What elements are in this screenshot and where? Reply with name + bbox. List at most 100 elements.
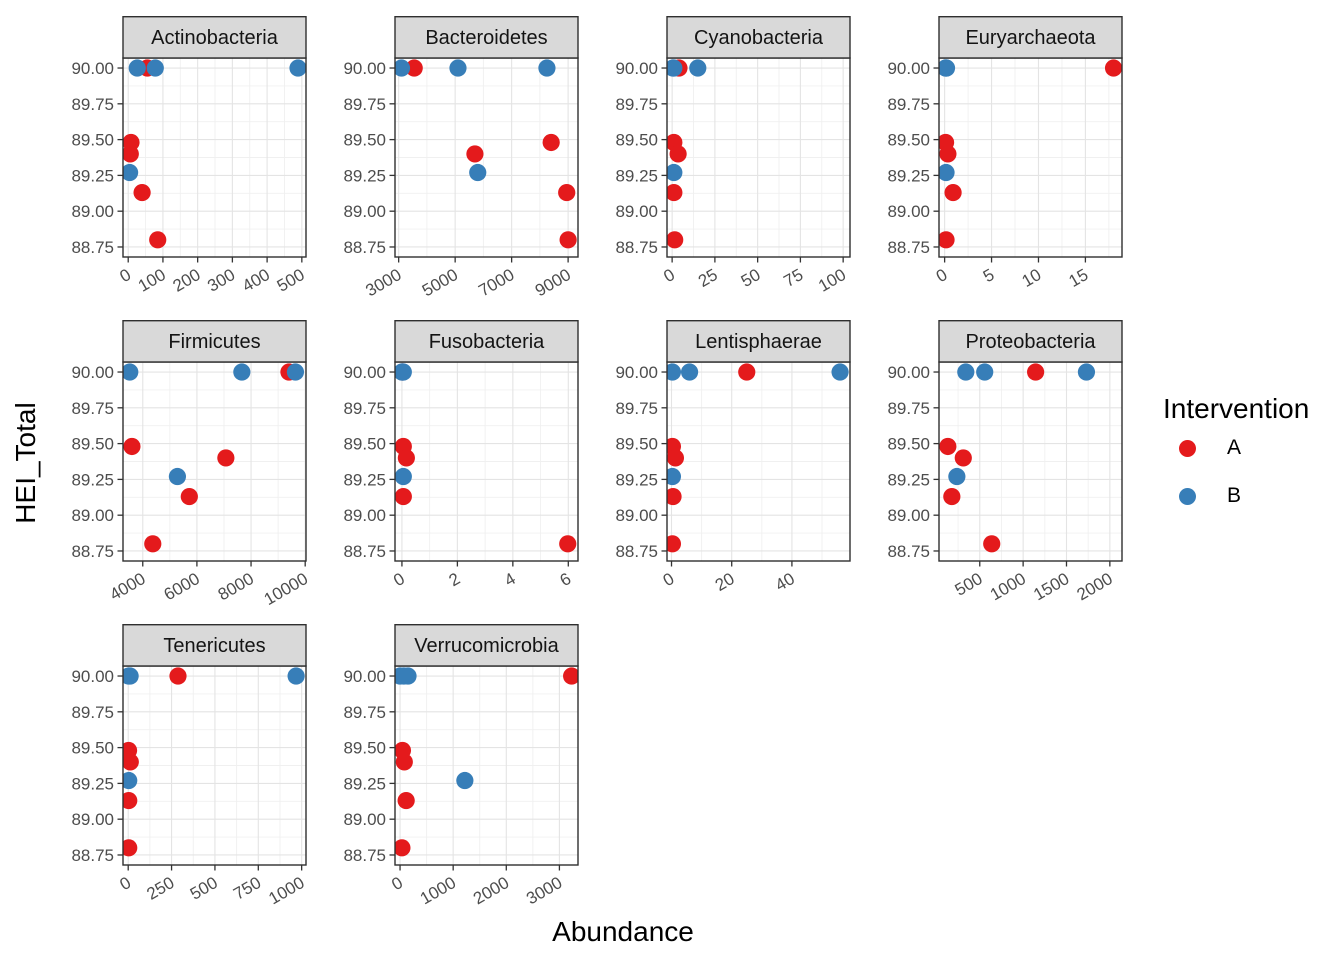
facet-strip-label: Euryarchaeota [965, 27, 1096, 49]
x-tick-label: 1000 [987, 569, 1029, 604]
point-B [957, 363, 975, 381]
point-A [466, 145, 484, 163]
x-tick-label: 200 [170, 265, 204, 296]
facet-verrucomicrobia: Verrucomicrobia 90.00 89.75 89.50 89.25 89.00… [343, 623, 579, 908]
x-tick-label: 500 [187, 873, 221, 904]
point-B [289, 59, 306, 77]
facet-strip-label: Verrucomicrobia [414, 635, 559, 657]
y-tick-label: 88.75 [71, 542, 114, 561]
point-B [939, 163, 955, 182]
point-A [123, 437, 141, 456]
point-A [405, 59, 423, 77]
x-tick-label: 500 [952, 569, 986, 600]
points [667, 59, 707, 249]
y-tick-label: 88.75 [615, 238, 658, 257]
y-axis-ticks: 90.00 89.75 89.50 89.25 89.00 88.75 [71, 59, 123, 257]
x-tick-label: 6000 [161, 569, 203, 604]
y-tick-label: 89.50 [71, 131, 114, 150]
x-axis-ticks: 0 2 4 6 [390, 561, 574, 590]
x-tick-label: 10000 [261, 569, 311, 609]
x-tick-label: 1500 [1030, 569, 1072, 604]
x-axis-ticks: 0 1000 2000 3000 [388, 865, 565, 908]
legend-dot-a-icon [1179, 439, 1196, 457]
y-tick-label: 89.75 [615, 95, 658, 114]
point-B [146, 59, 164, 77]
facet-row-1: Actinobacteria 90.00 89.75 89.50 89.25 89.00 8… [48, 15, 1123, 302]
point-A [180, 487, 198, 506]
point-A [954, 449, 972, 467]
point-B [469, 163, 487, 182]
facet-lentisphaerae: Lentisphaerae 90.00 89.75 89.50 89.25 89.00 88… [615, 319, 851, 595]
point-A [123, 145, 139, 163]
x-axis-ticks: 0 25 50 75 100 [660, 257, 849, 296]
y-tick-label: 89.25 [343, 470, 386, 489]
gridlines [939, 58, 1122, 257]
y-axis-ticks: 90.00 89.75 89.50 89.25 89.00 88.75 [343, 363, 395, 561]
gridlines [123, 362, 306, 561]
y-tick-label: 89.75 [343, 703, 386, 722]
point-B [689, 59, 707, 77]
legend-label-a: A [1227, 436, 1242, 459]
y-axis-title: HEI_Total [10, 402, 41, 524]
y-tick-label: 89.50 [615, 131, 658, 150]
point-A [667, 449, 685, 467]
y-tick-label: 89.25 [887, 166, 930, 185]
point-A [542, 133, 560, 152]
y-tick-label: 89.25 [615, 166, 658, 185]
x-tick-label: 0 [390, 569, 408, 590]
y-axis-ticks: 90.00 89.75 89.50 89.25 89.00 88.75 [71, 667, 123, 865]
x-axis-ticks: 0 100 200 300 400 500 [117, 257, 308, 296]
point-A [667, 183, 683, 202]
point-B [233, 363, 251, 381]
facet-proteobacteria: Proteobacteria 90.00 89.75 89.50 89.25 89.00 8… [887, 319, 1123, 604]
y-tick-label: 90.00 [887, 59, 930, 78]
point-A [944, 183, 962, 202]
point-B [287, 667, 305, 685]
gridlines [395, 666, 578, 865]
facet-strip-label: Bacteroidetes [425, 27, 547, 49]
point-A [558, 183, 576, 202]
gridlines [395, 58, 578, 257]
points [939, 363, 1096, 553]
y-tick-label: 89.00 [343, 506, 386, 525]
x-tick-label: 25 [695, 265, 721, 291]
x-tick-label: 4000 [107, 569, 149, 604]
point-B [449, 59, 467, 77]
y-tick-label: 89.50 [887, 435, 930, 454]
x-tick-label: 2 [446, 569, 464, 590]
legend-label-b: B [1227, 484, 1242, 507]
y-tick-label: 89.75 [343, 399, 386, 418]
y-tick-label: 89.00 [343, 810, 386, 829]
point-B [667, 467, 682, 486]
y-tick-label: 89.75 [887, 399, 930, 418]
points [395, 667, 578, 857]
y-tick-label: 89.50 [343, 739, 386, 758]
point-A [123, 791, 138, 810]
point-A [738, 363, 756, 381]
point-A [144, 535, 162, 553]
x-tick-label: 0 [660, 569, 678, 590]
point-A [559, 535, 577, 553]
point-B [286, 363, 305, 381]
y-tick-label: 89.00 [343, 202, 386, 221]
y-tick-label: 89.75 [71, 703, 114, 722]
gridlines [939, 362, 1122, 561]
facet-strip [394, 15, 579, 59]
point-B [831, 363, 849, 381]
facet-fusobacteria: Fusobacteria 90.00 89.75 89.50 89.25 89.00 88.… [343, 319, 579, 590]
point-A [217, 449, 235, 467]
facet-cyanobacteria: Cyanobacteria 90.00 89.75 89.50 89.25 89.00 88… [615, 15, 851, 296]
point-A [123, 839, 138, 857]
x-tick-label: 5 [980, 265, 998, 286]
x-tick-label: 3000 [362, 265, 404, 300]
point-B [667, 163, 683, 182]
point-A [395, 839, 411, 857]
y-tick-label: 89.25 [71, 470, 114, 489]
points [395, 363, 577, 553]
y-tick-label: 89.50 [71, 435, 114, 454]
y-tick-label: 90.00 [343, 59, 386, 78]
y-axis-ticks: 90.00 89.75 89.50 89.25 89.00 88.75 [615, 59, 667, 257]
facet-row-3: Tenericutes 90.00 89.75 89.50 89.25 89.00 88.7… [48, 623, 579, 910]
x-tick-label: 50 [738, 265, 764, 291]
